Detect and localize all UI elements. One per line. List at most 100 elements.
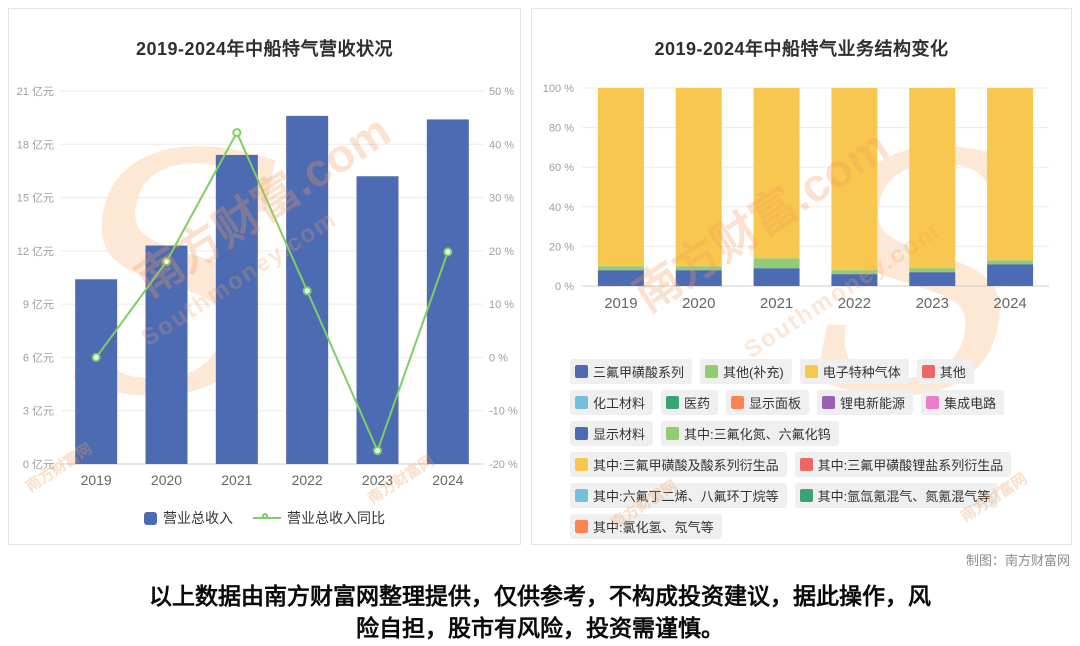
structure-chart-panel: S 2019-2024年中船特气业务结构变化 0 %20 %40 %60 %80…: [531, 8, 1072, 545]
y-axis-tick: 60 %: [549, 162, 574, 174]
y-axis-tick: 80 %: [549, 123, 574, 135]
legend-swatch-icon: [575, 458, 588, 471]
legend-row: 其中:三氟甲磺酸及酸系列衍生品 其中:三氟甲磺酸锂盐系列衍生品: [570, 452, 1063, 477]
structure-chart-title: 2019-2024年中船特气业务结构变化: [654, 39, 949, 59]
legend-swatch-icon: [731, 396, 745, 409]
x-axis-label: 2022: [292, 472, 323, 488]
x-axis-label: 2024: [432, 472, 463, 488]
stack-segment-2020: [675, 266, 722, 271]
legend-swatch-icon: [575, 520, 588, 533]
yoy-point-2023: [373, 446, 382, 456]
stack-segment-2022: [831, 270, 878, 275]
left-axis-tick: 0 亿元: [23, 458, 54, 471]
yoy-point-2020: [162, 257, 171, 267]
stack-segment-2023: [909, 88, 956, 269]
legend-label: 其中:氩氙氪混气、氮氪混气等: [817, 489, 991, 504]
legend-swatch-icon: [666, 427, 680, 440]
yoy-point-2021: [232, 128, 242, 138]
x-axis-label: 2021: [760, 295, 793, 312]
legend-row: 三氟甲磺酸系列 其他(补充) 电子特种气体 其他: [570, 359, 1063, 384]
yoy-point-2019: [91, 352, 101, 362]
legend-label: 营业总收入: [163, 510, 233, 526]
yoy-dot-icon: [262, 513, 268, 519]
x-axis-label: 2024: [993, 295, 1026, 312]
right-axis-tick: -20 %: [489, 459, 518, 471]
yoy-point-2024: [443, 247, 453, 257]
disclaimer-text: 以上数据由南方财富网整理提供，仅供参考，不构成投资建议，据此操作，风险自担，股市…: [149, 583, 931, 641]
legend-item: 其中:氯化氢、氖气等: [570, 514, 722, 539]
legend-item: 其中:氩氙氪混气、氮氪混气等: [794, 483, 999, 508]
stack-segment-2022: [831, 274, 878, 286]
legend-row: 显示材料 其中:三氟化氮、六氟化钨: [570, 421, 1063, 446]
left-axis-tick: 9 亿元: [23, 298, 54, 311]
stack-segment-2019: [597, 270, 644, 286]
legend-label: 其中:三氟甲磺酸锂盐系列衍生品: [817, 458, 1004, 473]
yoy-line: [95, 130, 449, 454]
legend-label: 锂电新能源: [840, 396, 906, 411]
legend-label: 其中:三氟化氮、六氟化钨: [684, 427, 831, 442]
revenue-chart-title: 2019-2024年中船特气营收状况: [135, 39, 394, 59]
stack-segment-2023: [909, 268, 956, 273]
legend-label: 显示面板: [749, 396, 802, 411]
yoy-point-2022: [302, 286, 312, 296]
legend-swatch-icon: [575, 489, 588, 502]
legend-label: 其他: [939, 365, 966, 380]
legend-swatch-icon: [575, 365, 588, 378]
legend-row: 其中:六氟丁二烯、八氟环丁烷等 其中:氩氙氪混气、氮氪混气等: [570, 483, 1063, 508]
legend-swatch-icon: [822, 396, 836, 409]
left-axis-tick: 6 亿元: [23, 351, 54, 364]
legend-item: 医药: [661, 390, 719, 415]
left-axis-tick: 15 亿元: [17, 192, 54, 205]
revenue-swatch-icon: [144, 511, 157, 525]
left-axis-tick: 21 亿元: [17, 85, 54, 98]
legend-label: 医药: [684, 396, 711, 411]
legend-row: 化工材料 医药 显示面板 锂电新能源 集成电路: [570, 390, 1063, 415]
legend-label: 营业总收入同比: [287, 510, 385, 526]
legend-item: 锂电新能源: [817, 390, 914, 415]
x-axis-label: 2023: [362, 472, 393, 488]
yoy-line-marker-icon: [253, 513, 281, 523]
legend-label: 显示材料: [593, 427, 646, 442]
legend-label: 其他(补充): [723, 365, 784, 380]
legend-label: 电子特种气体: [822, 365, 901, 380]
y-axis-tick: 20 %: [549, 241, 574, 253]
stack-segment-2021: [753, 268, 800, 286]
legend-item: 显示材料: [570, 421, 654, 446]
stack-segment-2024: [987, 88, 1034, 261]
stack-segment-2020: [675, 88, 722, 267]
legend-swatch-icon: [575, 427, 588, 440]
stack-segment-2024: [987, 264, 1034, 286]
right-axis-tick: 10 %: [489, 299, 514, 311]
right-axis-tick: 0 %: [489, 352, 508, 364]
legend-item: 集成电路: [921, 390, 1005, 415]
stack-segment-2021: [753, 258, 800, 269]
legend-label: 三氟甲磺酸系列: [593, 365, 685, 380]
revenue-chart-panel: S 2019-2024年中船特气营收状况 0 亿元3 亿元6 亿元9 亿元12 …: [8, 8, 521, 545]
right-axis-tick: -10 %: [489, 406, 518, 418]
legend-swatch-icon: [804, 365, 818, 378]
legend-swatch-icon: [705, 365, 719, 378]
right-axis-tick: 40 %: [489, 139, 514, 151]
stack-segment-2019: [597, 266, 644, 271]
y-axis-tick: 40 %: [549, 202, 574, 214]
stack-segment-2021: [753, 88, 800, 259]
right-axis-tick: 20 %: [489, 246, 514, 258]
left-axis-tick: 12 亿元: [17, 245, 54, 258]
legend-item-yoy: 营业总收入同比: [253, 508, 385, 528]
x-axis-label: 2021: [221, 472, 252, 488]
revenue-bar-2021: [215, 154, 258, 464]
legend-item: 电子特种气体: [799, 359, 909, 384]
legend-swatch-icon: [666, 396, 680, 409]
y-axis-tick: 100 %: [543, 83, 574, 95]
legend-item: 其他: [916, 359, 974, 384]
stack-segment-2024: [987, 260, 1034, 265]
revenue-bar-2023: [356, 176, 399, 464]
legend-item: 其中:三氟甲磺酸及酸系列衍生品: [570, 452, 787, 477]
structure-chart: 0 % 20 % 40 % 60 % 80 % 100 % 2019 2020 2021 2022…: [543, 83, 1049, 312]
revenue-chart: 0 亿元 3 亿元 6 亿元 9 亿元 12 亿元 15 亿元 18 亿元 21 亿元 -20 …: [17, 85, 518, 488]
legend-item: 其中:三氟化氮、六氟化钨: [661, 421, 839, 446]
x-axis-label: 2023: [916, 295, 949, 312]
legend-item: 显示面板: [726, 390, 810, 415]
left-axis-tick: 3 亿元: [23, 405, 54, 418]
